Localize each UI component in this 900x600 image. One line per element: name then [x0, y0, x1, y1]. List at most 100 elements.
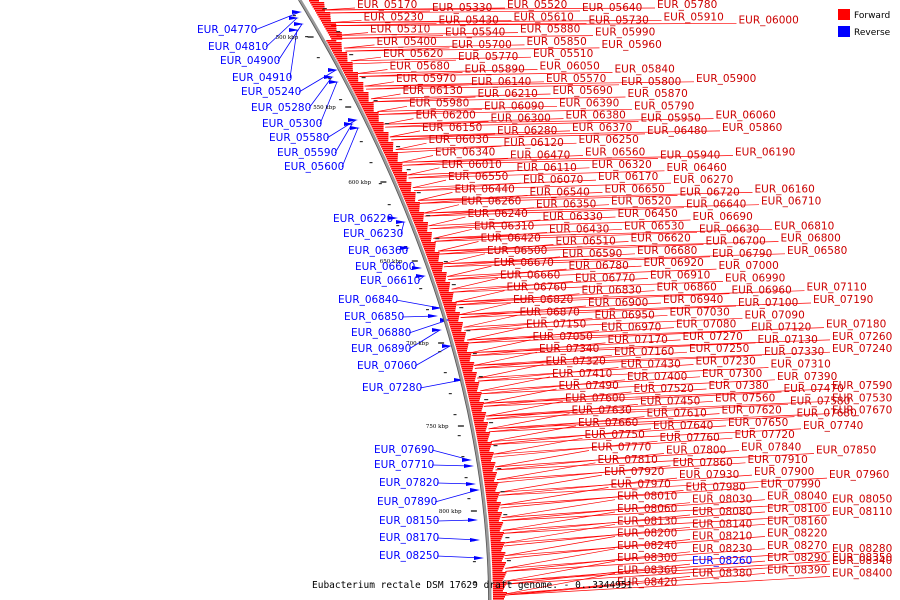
forward-gene	[459, 358, 471, 360]
forward-gene-label: EUR_06240	[468, 208, 528, 220]
forward-gene	[480, 456, 493, 458]
forward-gene-label: EUR_07680	[797, 408, 857, 420]
reverse-gene-label: EUR_06600	[355, 261, 415, 273]
reverse-gene	[328, 68, 338, 72]
forward-label-line	[391, 133, 646, 141]
forward-gene	[378, 140, 389, 142]
forward-gene	[368, 120, 379, 122]
forward-gene	[486, 502, 501, 504]
forward-gene	[463, 374, 477, 376]
forward-gene-label: EUR_05800	[621, 76, 681, 88]
reverse-gene	[468, 518, 478, 522]
forward-gene	[451, 332, 466, 334]
forward-label-line	[496, 462, 746, 480]
forward-gene	[476, 432, 491, 434]
reverse-label-line	[417, 275, 425, 282]
gene-mark	[396, 146, 401, 148]
forward-gene	[373, 130, 384, 132]
forward-label-line	[505, 576, 831, 596]
forward-gene	[404, 198, 416, 200]
forward-gene	[424, 250, 435, 252]
gene-mark	[385, 123, 390, 125]
forward-gene-label: EUR_06480	[647, 125, 707, 137]
tick-label: 550 kbp	[313, 105, 336, 111]
forward-label-line	[370, 93, 401, 100]
forward-gene-label: EUR_07170	[608, 334, 668, 346]
forward-label-line	[414, 182, 522, 192]
forward-label-line	[401, 155, 434, 163]
forward-gene-label: EUR_08210	[692, 531, 752, 543]
forward-label-line	[500, 490, 684, 509]
forward-gene	[353, 90, 364, 92]
forward-gene	[467, 392, 482, 394]
forward-gene-label: EUR_07410	[552, 368, 612, 380]
forward-gene-label: EUR_05400	[377, 36, 437, 48]
forward-gene-label: EUR_08400	[832, 567, 892, 579]
forward-gene-label: EUR_05510	[533, 48, 593, 60]
gene-mark	[419, 288, 423, 290]
legend-forward-swatch	[838, 9, 850, 20]
reverse-gene	[289, 16, 299, 20]
forward-gene	[469, 402, 484, 404]
forward-gene	[418, 234, 432, 236]
forward-gene	[361, 106, 374, 108]
forward-gene-label: EUR_06790	[712, 248, 772, 260]
forward-gene-label: EUR_05690	[553, 85, 613, 97]
forward-label-line	[483, 391, 782, 407]
forward-label-line	[407, 167, 590, 176]
forward-gene-label: EUR_06780	[569, 260, 629, 272]
forward-gene	[491, 560, 502, 562]
forward-label-line	[385, 121, 639, 128]
forward-gene	[485, 492, 500, 494]
forward-label-line	[488, 413, 831, 430]
forward-gene	[492, 566, 505, 568]
forward-gene-label: EUR_06090	[484, 100, 544, 112]
forward-label-line	[365, 84, 620, 90]
forward-label-line	[434, 231, 698, 242]
forward-gene-label: EUR_06250	[579, 134, 639, 146]
forward-gene-label: EUR_05900	[696, 73, 756, 85]
gene-mark	[484, 399, 489, 401]
forward-gene-label: EUR_06130	[403, 85, 463, 97]
backbone-curve	[298, 0, 492, 600]
tick-label: 750 kbp	[426, 424, 449, 430]
forward-gene-label: EUR_07490	[559, 380, 619, 392]
forward-gene	[449, 324, 463, 326]
reverse-gene-label: EUR_06850	[344, 311, 404, 323]
forward-gene	[411, 216, 424, 218]
forward-gene-label: EUR_08220	[767, 528, 827, 540]
forward-gene	[486, 500, 497, 502]
forward-gene	[482, 472, 497, 474]
forward-label-line	[490, 425, 727, 442]
forward-gene	[374, 132, 389, 134]
forward-gene	[486, 496, 499, 498]
forward-gene-label: EUR_08290	[767, 552, 827, 564]
forward-gene-label: EUR_05540	[445, 27, 505, 39]
forward-gene	[410, 214, 424, 216]
forward-label-line	[488, 416, 645, 433]
gene-mark	[396, 225, 400, 227]
forward-label-line	[477, 367, 619, 382]
forward-gene-label: EUR_05950	[641, 113, 701, 125]
forward-gene-label: EUR_06010	[442, 159, 502, 171]
forward-gene	[484, 480, 495, 482]
reverse-gene-label: EUR_04770	[197, 24, 257, 36]
forward-label-line	[452, 281, 574, 293]
forward-label-line	[428, 216, 466, 227]
forward-gene-label: EUR_07080	[676, 319, 736, 331]
forward-gene	[348, 80, 359, 82]
forward-gene-label: EUR_06070	[523, 174, 583, 186]
forward-gene-label: EUR_07310	[771, 359, 831, 371]
forward-label-line	[467, 327, 825, 341]
forward-gene-label: EUR_07300	[702, 368, 762, 380]
forward-gene-label: EUR_06000	[739, 14, 799, 26]
forward-gene	[395, 178, 407, 180]
forward-label-line	[448, 268, 717, 280]
forward-gene	[427, 256, 439, 258]
forward-gene	[405, 202, 420, 204]
forward-label-line	[504, 536, 616, 557]
forward-gene	[397, 182, 412, 184]
forward-gene-label: EUR_06330	[543, 211, 603, 223]
forward-gene	[324, 26, 337, 28]
reverse-label-line	[254, 11, 301, 31]
